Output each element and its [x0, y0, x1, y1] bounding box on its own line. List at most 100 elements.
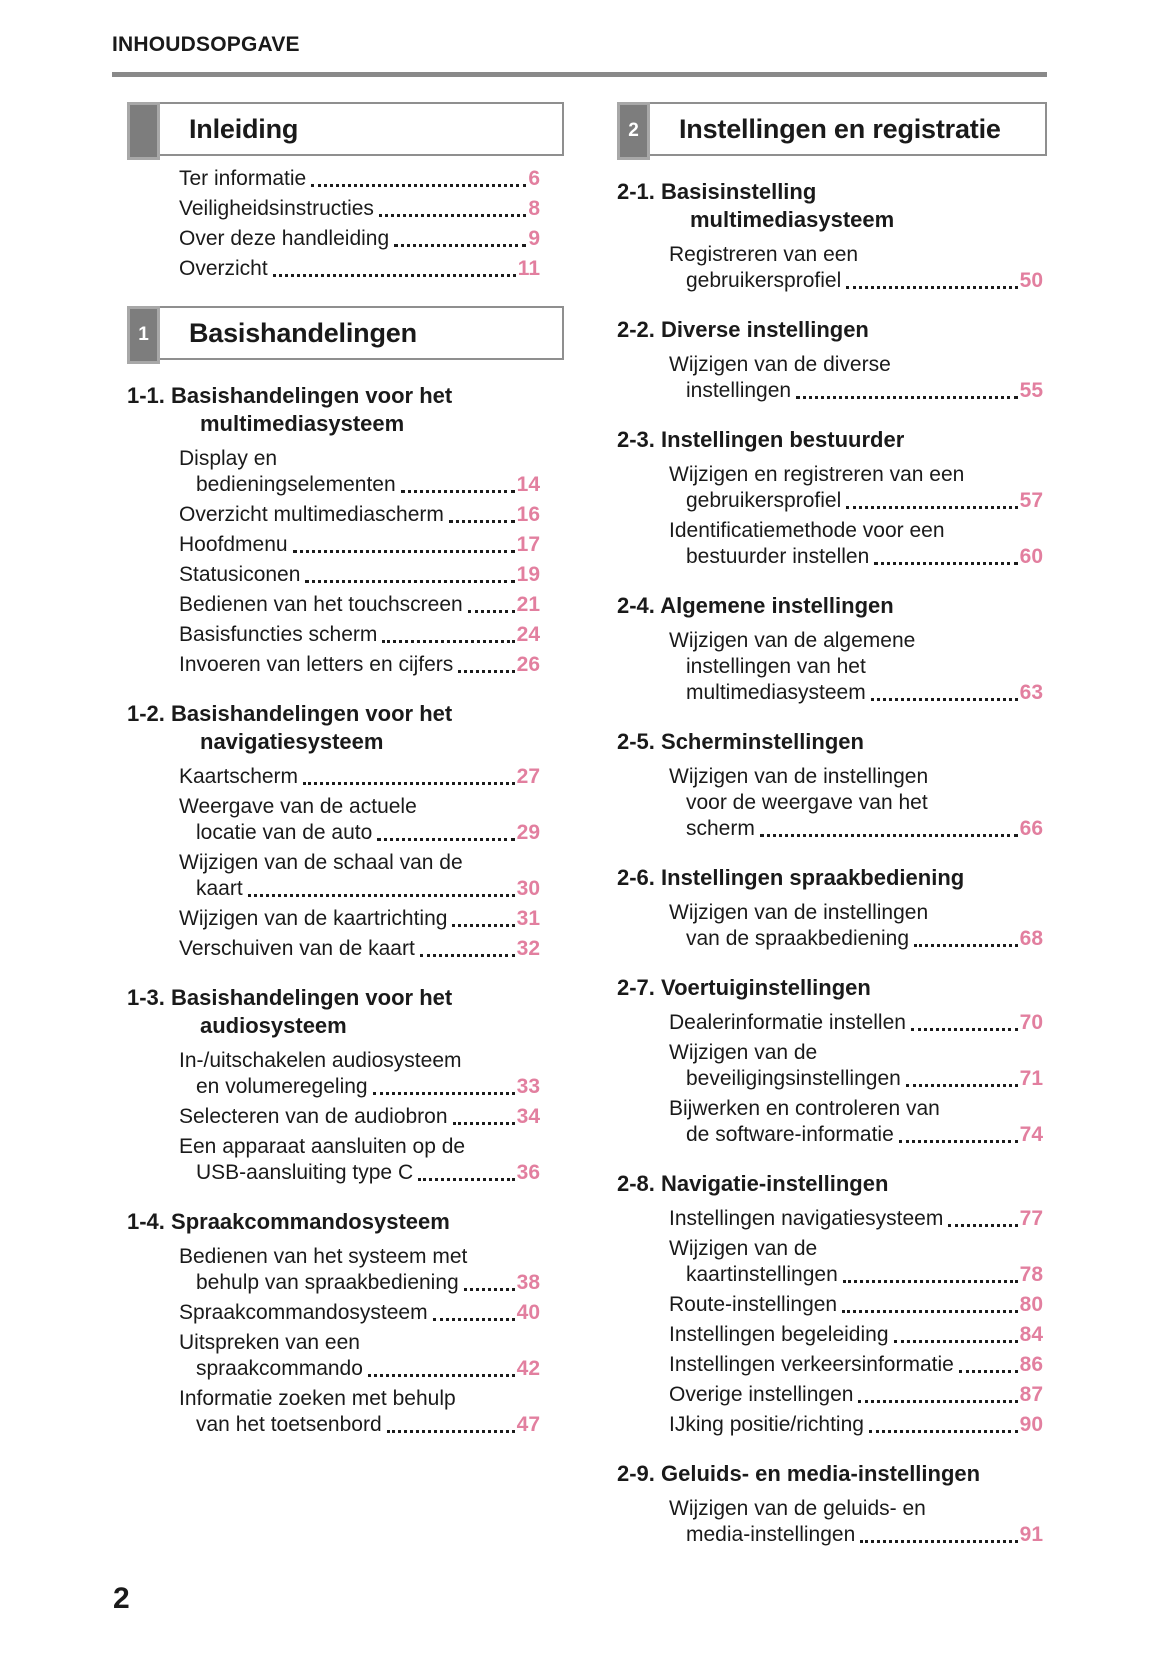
toc-entry-text: instellingen	[686, 379, 792, 402]
dotted-leader	[367, 1374, 515, 1377]
section-heading-line: multimediasysteem	[690, 207, 895, 232]
section-heading-line: 2-4. Algemene instellingen	[617, 593, 894, 618]
toc-entry-text: media-instellingen	[686, 1523, 856, 1546]
page-ref: 90	[1019, 1413, 1043, 1436]
toc-entry-text: locatie van de auto	[196, 821, 373, 844]
dotted-leader	[796, 396, 1018, 399]
section-heading-line: 2-9. Geluids- en media-instellingen	[617, 1461, 981, 1486]
toc-entry-line: Overzicht 11	[179, 256, 540, 282]
page-title: INHOUDSOPGAVE	[112, 33, 300, 56]
section-heading-line: 2-2. Diverse instellingen	[617, 317, 869, 342]
section-heading-line: 2-5. Scherminstellingen	[617, 729, 864, 754]
chapter-title: Inleiding	[189, 113, 299, 144]
toc-entry: Identificatiemethode voor een bestuurder …	[669, 518, 1043, 570]
dotted-leader	[467, 610, 515, 613]
toc-entry-text: Instellingen verkeersinformatie	[669, 1353, 954, 1376]
toc-entry: Wijzigen van de instellingen voor de weer…	[669, 764, 1043, 842]
toc-entry-line: bedieningselementen 14	[179, 472, 540, 498]
chapter-box: 1 Basishandelingen	[127, 306, 564, 364]
toc-entry-text: Route-instellingen	[669, 1293, 838, 1316]
toc-section: 2-8. Navigatie-instellingen Instellingen …	[617, 1170, 1047, 1438]
page-ref: 80	[1019, 1293, 1043, 1316]
dotted-leader	[272, 274, 516, 277]
toc-entry: Statusiconen 19	[179, 562, 540, 588]
dotted-leader	[842, 1310, 1018, 1313]
page-ref: 31	[516, 907, 540, 930]
dotted-leader	[874, 562, 1018, 565]
toc-column-right: 2 Instellingen en registratie 2-1. Basisin…	[617, 98, 1047, 1548]
toc-section: 2-1. Basisinstelling multimediasysteem Reg…	[617, 178, 1047, 294]
toc-columns: Inleiding Ter informatie 6 Veiligheidsinstr…	[127, 98, 1047, 1548]
toc-entry-line: Registreren van een	[669, 243, 859, 266]
dotted-leader	[452, 1122, 515, 1125]
toc-entry: Selecteren van de audiobron 34	[179, 1104, 540, 1130]
toc-entry-text: van de spraakbediening	[686, 927, 910, 950]
toc-entry-line: instellingen 55	[669, 378, 1043, 404]
toc-entry-line: Wijzigen van de	[669, 1041, 818, 1064]
page-ref: 42	[516, 1357, 540, 1380]
toc-entry-line: en volumeregeling 33	[179, 1074, 540, 1100]
page-ref: 33	[516, 1075, 540, 1098]
page-ref: 84	[1019, 1323, 1043, 1346]
toc-entry-line: kaart 30	[179, 876, 540, 902]
toc-entry-line: media-instellingen 91	[669, 1522, 1043, 1548]
chapter-block: 1 Basishandelingen 1-1. Basishandelingen v…	[127, 306, 564, 1438]
toc-entry-text: kaartinstellingen	[686, 1263, 838, 1286]
toc-entry-text: kaart	[196, 877, 243, 900]
dotted-leader	[846, 286, 1018, 289]
section-heading-line: 1-1. Basishandelingen voor het	[127, 383, 453, 408]
toc-entry: Bedienen van het touchscreen 21	[179, 592, 540, 618]
section-heading: 2-2. Diverse instellingen	[617, 316, 1047, 344]
toc-entry-line: voor de weergave van het	[686, 791, 928, 814]
toc-entry-line: Route-instellingen 80	[669, 1292, 1043, 1318]
toc-entry-line: Ter informatie 6	[179, 166, 540, 192]
section-heading: 2-8. Navigatie-instellingen	[617, 1170, 1047, 1198]
toc-entry: Overige instellingen 87	[669, 1382, 1043, 1408]
toc-section: 1-1. Basishandelingen voor het multimedia…	[127, 382, 564, 678]
dotted-leader	[311, 184, 527, 187]
toc-entry-line: de software-informatie 74	[669, 1122, 1043, 1148]
toc-entry-line: Overzicht multimediascherm 16	[179, 502, 540, 528]
toc-entry: Instellingen begeleiding 84	[669, 1322, 1043, 1348]
section-heading-line: 2-7. Voertuiginstellingen	[617, 975, 871, 1000]
toc-entry-line: Uitspreken van een	[179, 1331, 360, 1354]
toc-section: 1-4. Spraakcommandosysteem Bedienen van h…	[127, 1208, 564, 1438]
dotted-leader	[910, 1028, 1018, 1031]
chapter-box: Inleiding	[127, 102, 564, 160]
chapter-title: Basishandelingen	[189, 317, 417, 348]
chapter-box: 2 Instellingen en registratie	[617, 102, 1047, 160]
toc-section: 2-6. Instellingen spraakbediening Wijzige…	[617, 864, 1047, 952]
toc-entry-line: kaartinstellingen 78	[669, 1262, 1043, 1288]
toc-entry-line: van de spraakbediening 68	[669, 926, 1043, 952]
toc-entry-line: In-/uitschakelen audiosysteem	[179, 1049, 462, 1072]
toc-entry-text: gebruikersprofiel	[686, 489, 842, 512]
toc-entry-line: Wijzigen van de kaartrichting 31	[179, 906, 540, 932]
chapter-tab	[127, 102, 160, 160]
section-heading: 2-7. Voertuiginstellingen	[617, 974, 1047, 1002]
toc-entry-line: bestuurder instellen 60	[669, 544, 1043, 570]
toc-entry-line: Instellingen navigatiesysteem 77	[669, 1206, 1043, 1232]
toc-entry-line: Wijzigen van de instellingen	[669, 901, 929, 924]
toc-entry-text: USB-aansluiting type C	[196, 1161, 414, 1184]
section-heading: 1-1. Basishandelingen voor het multimedia…	[127, 382, 564, 438]
page-ref: 74	[1019, 1123, 1043, 1146]
toc-entry-line: Wijzigen en registreren van een	[669, 463, 965, 486]
toc-entry-text: Kaartscherm	[179, 765, 299, 788]
toc-section: Ter informatie 6 Veiligheidsinstructies 8 Ov…	[127, 166, 564, 282]
page-ref: 21	[516, 593, 540, 616]
toc-entry-line: Instellingen begeleiding 84	[669, 1322, 1043, 1348]
toc-entry: Wijzigen van de algemene instellingen van…	[669, 628, 1043, 706]
toc-section: 2-4. Algemene instellingen Wijzigen van d…	[617, 592, 1047, 706]
page-ref: 14	[516, 473, 540, 496]
toc-entry-text: Dealerinformatie instellen	[669, 1011, 906, 1034]
toc-entry-line: Identificatiemethode voor een	[669, 519, 945, 542]
toc-entry-line: Over deze handleiding 9	[179, 226, 540, 252]
toc-entry-line: Informatie zoeken met behulp	[179, 1387, 456, 1410]
toc-entry: Wijzigen van de kaartrichting 31	[179, 906, 540, 932]
dotted-leader	[458, 670, 515, 673]
page-ref: 57	[1019, 489, 1043, 512]
toc-section: 2-9. Geluids- en media-instellingen Wijzi…	[617, 1460, 1047, 1548]
toc-entry-line: Wijzigen van de	[669, 1237, 818, 1260]
dotted-leader	[305, 580, 515, 583]
toc-entry-line: Instellingen verkeersinformatie 86	[669, 1352, 1043, 1378]
